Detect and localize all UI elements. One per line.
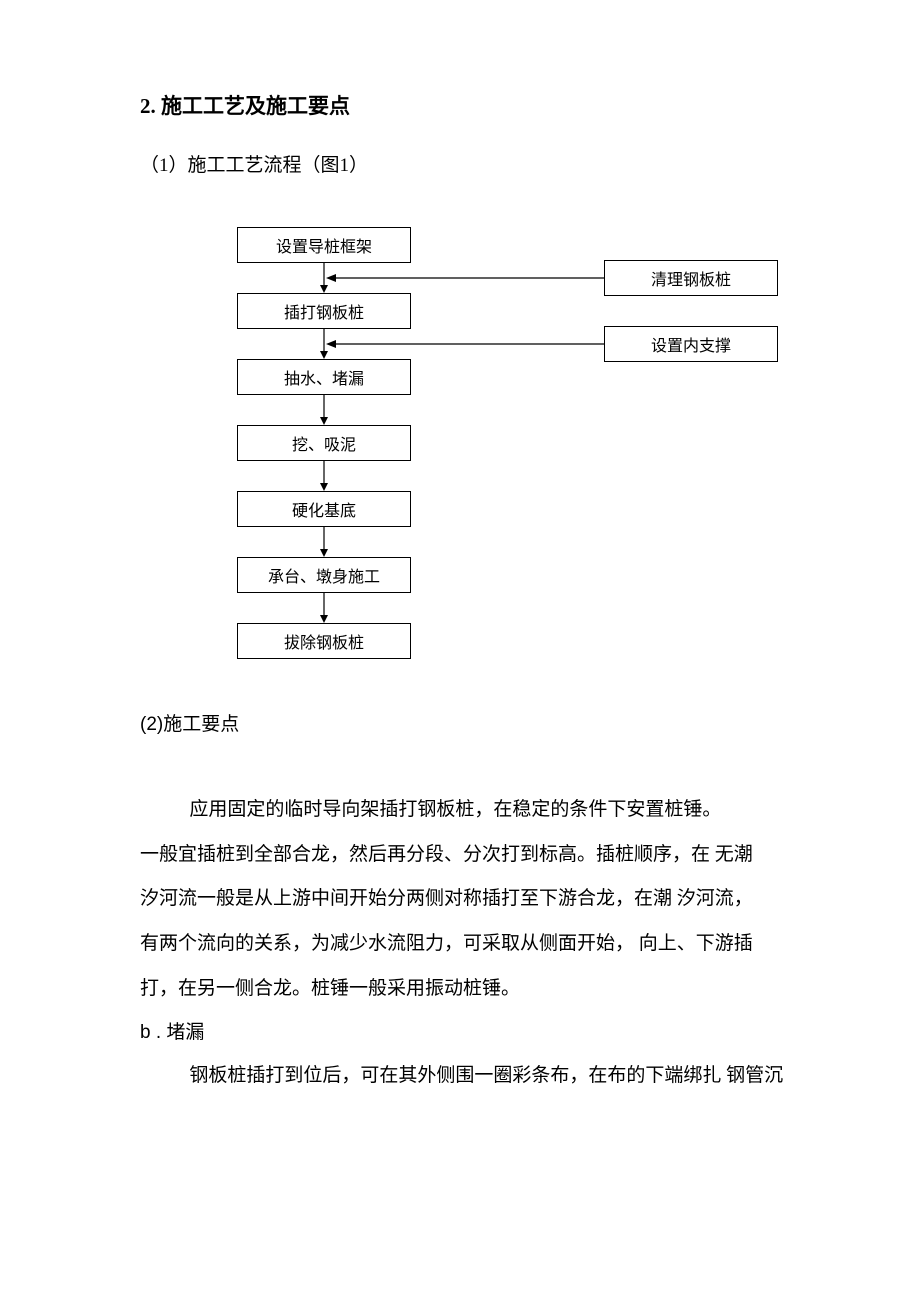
- flow-node-main-6: 拔除钢板桩: [237, 623, 411, 659]
- para1-line1: 一般宜插桩到全部合龙，然后再分段、分次打到标高。插桩顺序，在 无潮: [140, 844, 753, 865]
- flow-arrow-v-5: [317, 593, 331, 623]
- flow-arrow-v-2: [317, 395, 331, 425]
- para2-line0: 钢板桩插打到位后，可在其外侧围一圈彩条布，在布的下端绑扎 钢管沉: [189, 1065, 783, 1086]
- flowchart-figure-1: 设置导桩框架 插打钢板桩 抽水、堵漏 挖、吸泥 硬化基底 承台、墩身施工 拔除钢…: [220, 227, 780, 697]
- flow-arrow-v-4: [317, 527, 331, 557]
- flow-node-main-2: 抽水、堵漏: [237, 359, 411, 395]
- paragraph-1: 应用固定的临时导向架插打钢板桩，在稳定的条件下安置桩锤。 一般宜插桩到全部合龙，…: [140, 788, 790, 1011]
- para1-line2: 汐河流一般是从上游中间开始分两侧对称插打至下游合龙，在潮 汐河流，: [140, 888, 753, 909]
- para1-line3: 有两个流向的关系，为减少水流阻力，可采取从侧面开始， 向上、下游插: [140, 933, 753, 954]
- flow-node-main-5: 承台、墩身施工: [237, 557, 411, 593]
- section-heading: 2. 施工工艺及施工要点: [140, 90, 790, 120]
- flow-node-side-0: 清理钢板桩: [604, 260, 778, 296]
- flow-arrow-v-3: [317, 461, 331, 491]
- para1-line0: 应用固定的临时导向架插打钢板桩，在稳定的条件下安置桩锤。: [189, 799, 721, 820]
- flow-node-main-1: 插打钢板桩: [237, 293, 411, 329]
- flow-arrow-h-1: [326, 338, 604, 350]
- subsection-1: （1）施工工艺流程（图1）: [140, 150, 790, 177]
- document-page: 2. 施工工艺及施工要点 （1）施工工艺流程（图1） 设置导桩框架 插打钢板桩 …: [0, 0, 920, 1159]
- flow-node-main-4: 硬化基底: [237, 491, 411, 527]
- item-b-label: b . 堵漏: [140, 1017, 790, 1044]
- paragraph-2: 钢板桩插打到位后，可在其外侧围一圈彩条布，在布的下端绑扎 钢管沉: [140, 1054, 790, 1099]
- flow-arrow-h-0: [326, 272, 604, 284]
- subsection-2: (2)施工要点: [140, 709, 790, 736]
- para1-line4: 打，在另一侧合龙。桩锤一般采用振动桩锤。: [140, 978, 520, 999]
- flow-node-main-3: 挖、吸泥: [237, 425, 411, 461]
- flow-node-main-0: 设置导桩框架: [237, 227, 411, 263]
- flow-node-side-1: 设置内支撑: [604, 326, 778, 362]
